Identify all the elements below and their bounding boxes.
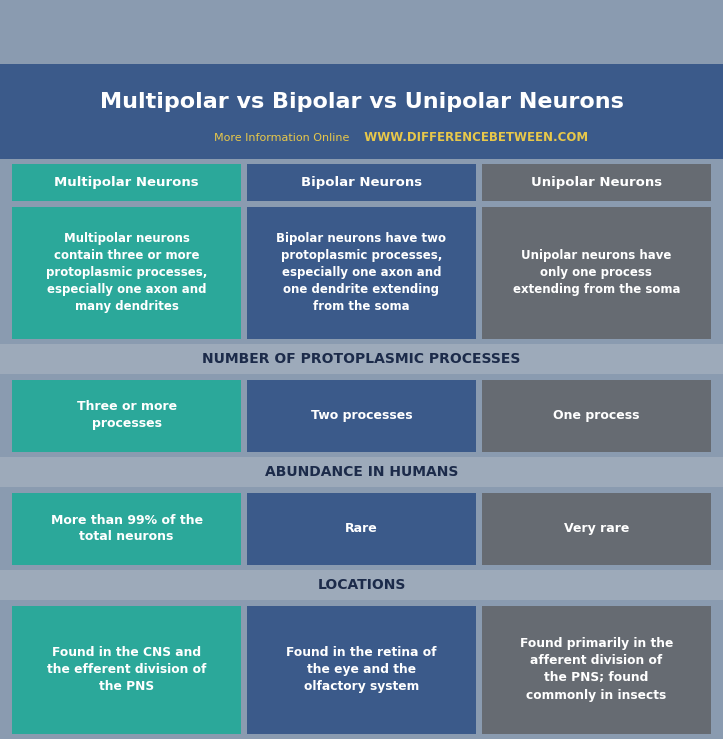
- FancyBboxPatch shape: [247, 605, 476, 734]
- Text: Three or more
processes: Three or more processes: [77, 401, 176, 431]
- Text: Rare: Rare: [345, 522, 378, 535]
- FancyBboxPatch shape: [12, 492, 241, 565]
- Text: Two processes: Two processes: [311, 409, 412, 422]
- FancyBboxPatch shape: [247, 164, 476, 201]
- FancyBboxPatch shape: [482, 605, 711, 734]
- FancyBboxPatch shape: [12, 380, 241, 452]
- FancyBboxPatch shape: [0, 64, 723, 158]
- FancyBboxPatch shape: [12, 605, 241, 734]
- Text: More Information Online: More Information Online: [214, 132, 356, 143]
- Text: ABUNDANCE IN HUMANS: ABUNDANCE IN HUMANS: [265, 465, 458, 479]
- Text: Multipolar vs Bipolar vs Unipolar Neurons: Multipolar vs Bipolar vs Unipolar Neuron…: [100, 92, 623, 112]
- Text: Found in the retina of
the eye and the
olfactory system: Found in the retina of the eye and the o…: [286, 646, 437, 693]
- Text: Multipolar Neurons: Multipolar Neurons: [54, 176, 199, 189]
- FancyBboxPatch shape: [0, 457, 723, 487]
- FancyBboxPatch shape: [482, 492, 711, 565]
- FancyBboxPatch shape: [247, 492, 476, 565]
- FancyBboxPatch shape: [482, 164, 711, 201]
- Text: WWW.DIFFERENCEBETWEEN.COM: WWW.DIFFERENCEBETWEEN.COM: [356, 131, 589, 144]
- Text: Bipolar neurons have two
protoplasmic processes,
especially one axon and
one den: Bipolar neurons have two protoplasmic pr…: [276, 232, 447, 313]
- FancyBboxPatch shape: [0, 570, 723, 600]
- FancyBboxPatch shape: [482, 206, 711, 338]
- FancyBboxPatch shape: [247, 380, 476, 452]
- Text: NUMBER OF PROTOPLASMIC PROCESSES: NUMBER OF PROTOPLASMIC PROCESSES: [202, 352, 521, 366]
- Text: Bipolar Neurons: Bipolar Neurons: [301, 176, 422, 189]
- FancyBboxPatch shape: [0, 344, 723, 374]
- Text: Multipolar neurons
contain three or more
protoplasmic processes,
especially one : Multipolar neurons contain three or more…: [46, 232, 208, 313]
- Text: Unipolar neurons have
only one process
extending from the soma: Unipolar neurons have only one process e…: [513, 249, 680, 296]
- Text: Unipolar Neurons: Unipolar Neurons: [531, 176, 662, 189]
- Text: Found primarily in the
afferent division of
the PNS; found
commonly in insects: Found primarily in the afferent division…: [520, 638, 673, 701]
- FancyBboxPatch shape: [482, 380, 711, 452]
- Text: Found in the CNS and
the efferent division of
the PNS: Found in the CNS and the efferent divisi…: [47, 646, 206, 693]
- Text: Very rare: Very rare: [564, 522, 629, 535]
- Text: One process: One process: [553, 409, 640, 422]
- Text: More than 99% of the
total neurons: More than 99% of the total neurons: [51, 514, 202, 543]
- FancyBboxPatch shape: [12, 206, 241, 338]
- Text: LOCATIONS: LOCATIONS: [317, 578, 406, 592]
- FancyBboxPatch shape: [12, 164, 241, 201]
- FancyBboxPatch shape: [247, 206, 476, 338]
